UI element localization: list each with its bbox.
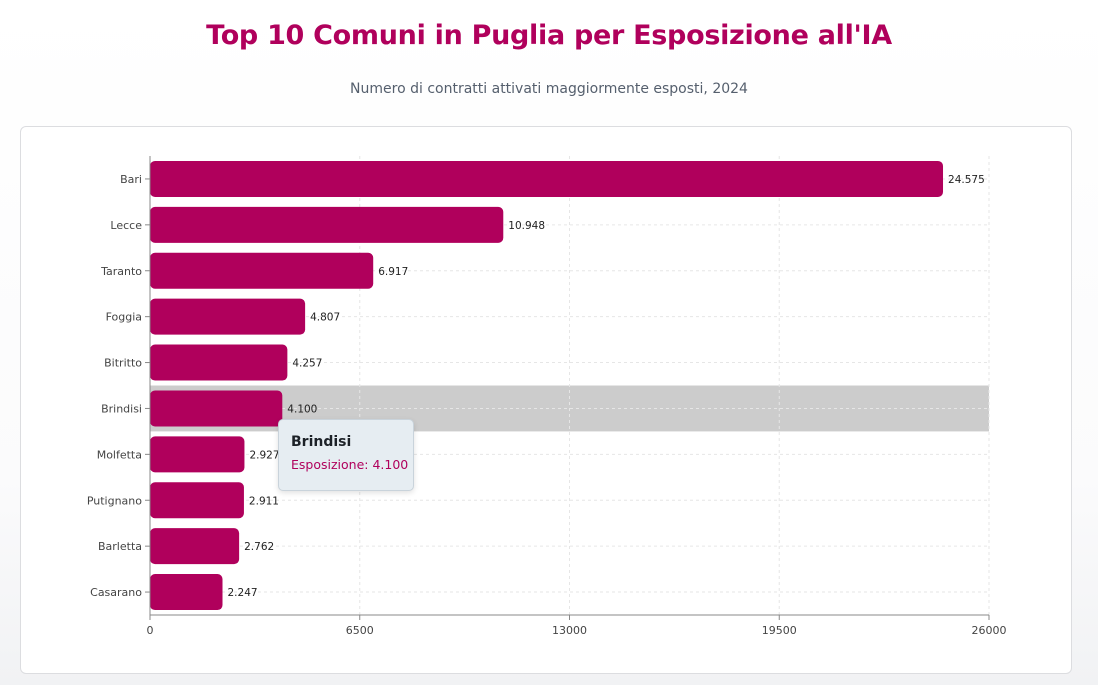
y-tick-label: Casarano (90, 586, 142, 599)
data-label: 2.927 (249, 449, 279, 461)
bar-casarano[interactable] (150, 574, 223, 611)
chart-tooltip: Brindisi Esposizione: 4.100 (278, 419, 414, 491)
data-label: 4.807 (310, 312, 340, 324)
x-tick-label: 6500 (346, 624, 374, 637)
bar-bitritto[interactable] (150, 344, 288, 381)
y-tick-label: Putignano (87, 494, 142, 507)
y-tick-label: Foggia (106, 311, 142, 324)
bar-molfetta[interactable] (150, 436, 245, 473)
bar-putignano[interactable] (150, 482, 244, 519)
x-tick-label: 19500 (762, 624, 797, 637)
bar-bari[interactable] (150, 160, 944, 197)
y-tick-label: Brindisi (101, 402, 142, 415)
y-tick-label: Bitritto (104, 357, 142, 370)
bar-foggia[interactable] (150, 298, 306, 335)
tooltip-title: Brindisi (291, 434, 352, 450)
chart-subtitle: Numero di contratti attivati maggiorment… (350, 81, 748, 97)
data-label: 2.762 (244, 541, 274, 553)
y-tick-label: Taranto (100, 265, 142, 278)
bar-taranto[interactable] (150, 252, 374, 289)
y-tick-label: Bari (120, 173, 142, 186)
data-label: 10.948 (508, 220, 545, 232)
tooltip-value: Esposizione: 4.100 (291, 457, 409, 472)
data-label: 2.247 (228, 587, 258, 599)
y-tick-label: Lecce (110, 219, 142, 232)
data-label: 4.257 (292, 358, 322, 370)
y-tick-label: Barletta (98, 540, 142, 553)
data-label: 4.100 (287, 403, 317, 415)
data-label: 2.911 (249, 495, 279, 507)
bar-brindisi[interactable] (150, 390, 283, 427)
data-label: 6.917 (378, 266, 408, 278)
chart-title: Top 10 Comuni in Puglia per Esposizione … (206, 20, 892, 51)
x-tick-label: 0 (147, 624, 154, 637)
data-label: 24.575 (948, 174, 985, 186)
x-tick-label: 26000 (972, 624, 1007, 637)
x-tick-label: 13000 (552, 624, 587, 637)
bar-lecce[interactable] (150, 206, 504, 243)
bar-barletta[interactable] (150, 528, 240, 565)
y-tick-label: Molfetta (97, 448, 142, 461)
